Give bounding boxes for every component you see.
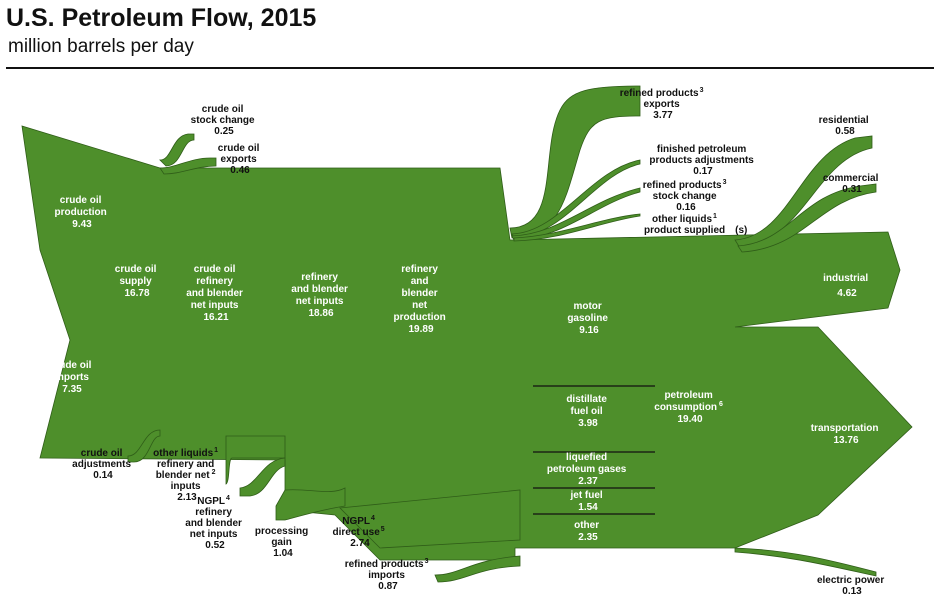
page-subtitle: million barrels per day bbox=[8, 36, 194, 57]
label-lpg: liquefied petroleum gases 2.37 bbox=[547, 452, 629, 487]
label-refined-products-stock-change: refined products3 stock change 0.16 bbox=[643, 176, 730, 213]
label-finished-products-adjustments: finished petroleum products adjustments … bbox=[649, 144, 756, 177]
flow-ngpl-direct-use bbox=[339, 489, 521, 549]
flow-commercial bbox=[737, 183, 877, 253]
label-crude-oil-stock-change: crude oil stock change 0.25 bbox=[191, 104, 258, 137]
header-rule bbox=[6, 67, 934, 69]
flow-electric-power bbox=[734, 547, 877, 577]
label-residential: residential 0.58 bbox=[819, 115, 872, 137]
flow-ngpl-refinery bbox=[239, 457, 286, 497]
label-refined-products-imports: refined products3 imports 0.87 bbox=[345, 555, 432, 592]
label-refined-products-exports: refined products3 exports 3.77 bbox=[620, 84, 707, 121]
label-crude-oil-imports: crude oil imports 7.35 bbox=[50, 360, 94, 395]
label-jet-fuel: jet fuel 1.54 bbox=[569, 490, 605, 513]
header: U.S. Petroleum Flow, 2015 million barrel… bbox=[0, 0, 941, 72]
flow-refined-stock-change bbox=[511, 187, 641, 241]
flow-crude-exports bbox=[159, 157, 217, 175]
page-title: U.S. Petroleum Flow, 2015 bbox=[6, 4, 317, 32]
flow-refined-imports bbox=[434, 555, 521, 583]
label-motor-gasoline: motor gasoline 9.16 bbox=[567, 301, 610, 336]
label-industrial: industrial 4.62 bbox=[823, 273, 871, 299]
label-refinery-net-production: refinery and blender net production 19.8… bbox=[394, 264, 449, 335]
label-ngpl-direct-use: NGPL4 direct use5 2.74 bbox=[333, 512, 388, 549]
label-crude-oil-exports: crude oil exports 0.46 bbox=[218, 143, 262, 176]
flow-bands bbox=[21, 85, 913, 583]
label-ngpl-refinery: NGPL4 refinery and blender net inputs 0.… bbox=[185, 492, 244, 551]
label-crude-oil-production: crude oil production 9.43 bbox=[55, 195, 110, 230]
label-crude-oil-supply: crude oil supply 16.78 bbox=[115, 264, 159, 299]
label-crude-oil-adjustments: crude oil adjustments 0.14 bbox=[72, 448, 134, 481]
label-other: other 2.35 bbox=[574, 520, 602, 543]
flow-labels: crude oil production 9.43 crude oil impo… bbox=[50, 195, 882, 543]
flow-other-liquids-refinery bbox=[225, 435, 286, 485]
product-dividers bbox=[533, 385, 655, 515]
label-transportation: transportation 13.76 bbox=[811, 423, 882, 446]
flow-refined-exports bbox=[509, 85, 641, 239]
label-electric-power: electric power 0.13 bbox=[817, 575, 887, 597]
label-distillate-fuel-oil: distillate fuel oil 3.98 bbox=[566, 394, 609, 429]
label-other-liquids-product-supplied: other liquids1 product supplied (s) bbox=[644, 210, 747, 236]
label-other-liquids-refinery: other liquids1 refinery and blender net 2… bbox=[153, 444, 221, 503]
label-commercial: commercial 0.31 bbox=[823, 173, 881, 195]
flow-other-liquids-supplied bbox=[513, 213, 641, 242]
flow-crude-stock-change bbox=[159, 133, 195, 167]
label-processing-gain: processing gain 1.04 bbox=[255, 526, 311, 559]
label-petroleum-consumption: petroleum consumption 6 19.40 bbox=[654, 390, 725, 425]
label-crude-oil-refinery-inputs: crude oil refinery and blender net input… bbox=[186, 264, 245, 323]
label-refinery-net-inputs: refinery and blender net inputs 18.86 bbox=[291, 272, 350, 319]
callout-labels: crude oil stock change 0.25 crude oil ex… bbox=[72, 84, 887, 597]
flow-finished-adjustments bbox=[511, 159, 641, 239]
flow-crude-adjustments bbox=[127, 429, 161, 463]
flow-processing-gain bbox=[275, 487, 346, 521]
